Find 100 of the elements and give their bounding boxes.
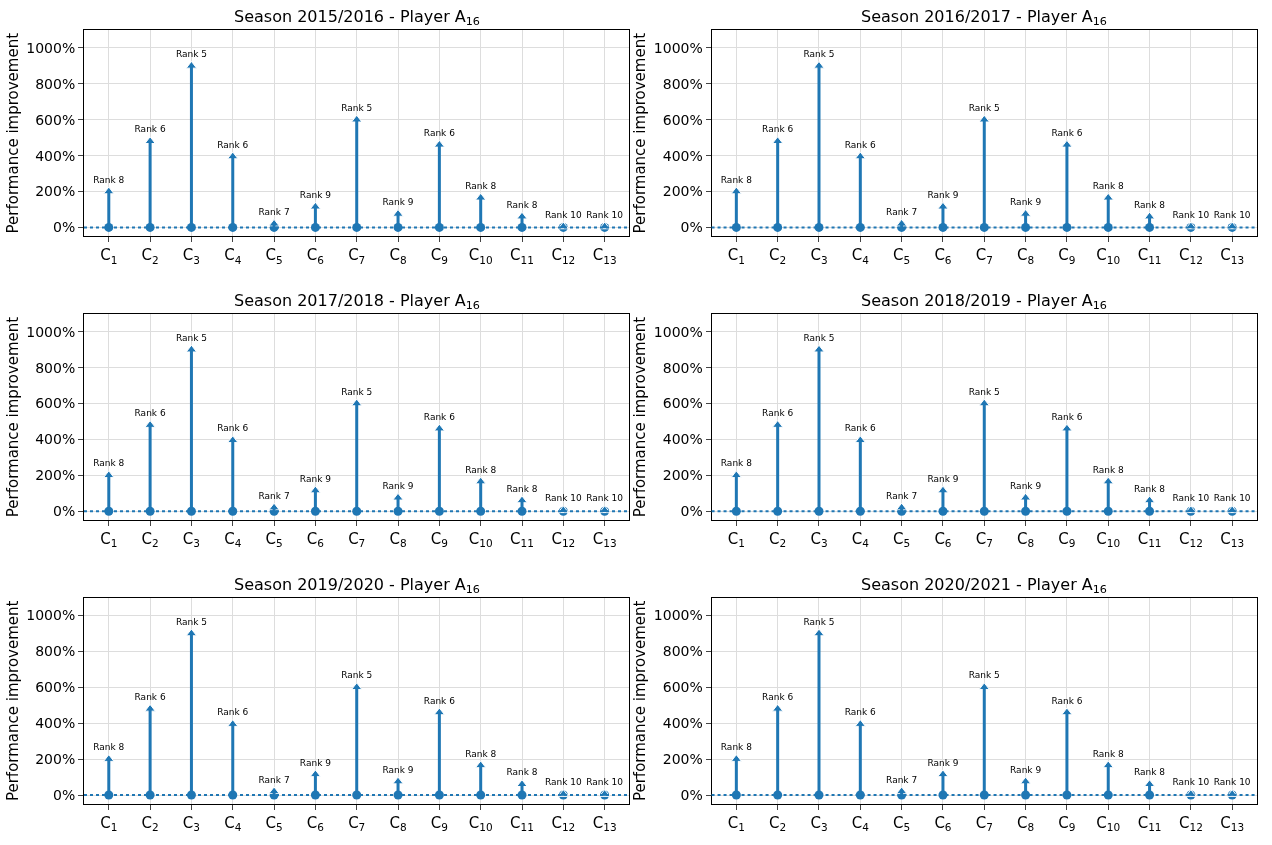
data-label: Rank 10 (1172, 777, 1210, 788)
y-tick-label: 400% (35, 147, 76, 164)
x-tick-label: C$_{10}$ (1096, 814, 1121, 834)
x-tick-label: C$_{3}$ (182, 814, 201, 834)
x-tick-label: C$_{1}$ (727, 246, 745, 266)
data-label: Rank 10 (544, 209, 582, 220)
data-label: Rank 6 (762, 692, 794, 703)
x-tick-label: C$_{4}$ (851, 814, 870, 834)
data-label: Rank 10 (586, 209, 624, 220)
chart-title: Season 2019/2020 - Player A$_{16}$ (234, 575, 480, 597)
y-axis-title: Performance improvement (631, 316, 650, 518)
x-tick-label: C$_{12}$ (551, 246, 576, 266)
data-label: Rank 5 (968, 386, 1000, 397)
x-tick-label: C$_{7}$ (348, 814, 366, 834)
data-label: Rank 9 (299, 757, 332, 768)
y-tick-label: 600% (662, 111, 703, 128)
data-label: Rank 5 (175, 49, 207, 60)
data-label: Rank 10 (586, 493, 624, 504)
x-tick-label: C$_{4}$ (224, 530, 242, 550)
data-label: Rank 6 (1051, 128, 1083, 138)
data-label: Rank 6 (1051, 411, 1083, 422)
y-tick-label: 0% (680, 503, 703, 520)
x-tick-label: C$_{9}$ (1058, 530, 1076, 550)
x-tick-label: C$_{5}$ (265, 246, 283, 266)
x-tick-label: C$_{9}$ (430, 246, 448, 266)
x-tick-label: C$_{1}$ (100, 814, 118, 834)
x-tick-label: C$_{11}$ (510, 246, 534, 266)
x-tick-label: C$_{10}$ (1096, 246, 1121, 266)
x-tick-label: C$_{2}$ (769, 530, 787, 550)
y-axis-title: Performance improvement (3, 316, 22, 518)
x-tick-label: C$_{13}$ (1220, 530, 1245, 550)
x-tick-label: C$_{8}$ (389, 246, 407, 266)
y-axis-title: Performance improvement (3, 600, 22, 802)
x-tick-label: C$_{5}$ (893, 814, 911, 834)
data-label: Rank 10 (1172, 209, 1210, 220)
y-tick-label: 600% (35, 679, 76, 696)
x-tick-label: C$_{9}$ (1058, 246, 1076, 266)
data-label: Rank 8 (93, 174, 125, 185)
x-tick-label: C$_{12}$ (1178, 246, 1203, 266)
data-label: Rank 6 (134, 408, 166, 419)
data-label: Rank 6 (423, 411, 456, 422)
data-label: Rank 8 (1092, 748, 1125, 759)
x-tick-label: C$_{1}$ (727, 814, 745, 834)
x-tick-label: C$_{1}$ (727, 530, 745, 550)
x-tick-label: C$_{3}$ (182, 246, 201, 266)
x-tick-label: C$_{3}$ (182, 530, 201, 550)
data-label: Rank 9 (927, 757, 959, 768)
y-tick-label: 400% (35, 431, 76, 448)
x-tick-label: C$_{6}$ (934, 530, 952, 550)
data-label: Rank 9 (927, 473, 959, 484)
x-tick-label: C$_{11}$ (1137, 246, 1162, 266)
data-label: Rank 6 (217, 707, 249, 718)
y-tick-label: 1000% (653, 39, 703, 56)
y-tick-label: 400% (662, 431, 703, 448)
x-tick-label: C$_{10}$ (468, 814, 493, 834)
y-tick-label: 0% (52, 786, 76, 803)
x-tick-label: C$_{9}$ (430, 814, 448, 834)
data-label: Rank 7 (258, 774, 290, 785)
data-label: Rank 9 (382, 764, 414, 775)
data-label: Rank 9 (1010, 480, 1042, 491)
data-label: Rank 7 (258, 490, 290, 501)
x-tick-label: C$_{7}$ (348, 530, 366, 550)
x-tick-label: C$_{12}$ (1178, 530, 1203, 550)
y-axis-title: Performance improvement (3, 32, 22, 234)
y-tick-label: 0% (680, 219, 703, 236)
y-tick-label: 800% (35, 643, 76, 660)
x-tick-label: C$_{9}$ (1058, 814, 1076, 834)
x-tick-label: C$_{8}$ (389, 814, 407, 834)
chart-title: Season 2015/2016 - Player A$_{16}$ (234, 7, 480, 29)
data-label: Rank 8 (506, 199, 538, 210)
data-label: Rank 5 (175, 332, 207, 343)
x-tick-label: C$_{3}$ (810, 530, 828, 550)
y-tick-label: 200% (35, 467, 76, 484)
data-label: Rank 8 (465, 748, 497, 759)
data-label: Rank 9 (299, 473, 332, 484)
data-label: Rank 8 (1092, 180, 1125, 191)
x-tick-label: C$_{10}$ (468, 246, 493, 266)
x-tick-label: C$_{8}$ (1017, 814, 1035, 834)
y-tick-label: 0% (680, 786, 703, 803)
chart-title: Season 2017/2018 - Player A$_{16}$ (234, 291, 480, 313)
data-label: Rank 9 (1010, 764, 1042, 775)
y-tick-label: 1000% (653, 323, 703, 340)
x-tick-label: C$_{13}$ (1220, 814, 1245, 834)
x-tick-label: C$_{12}$ (551, 530, 576, 550)
y-tick-label: 600% (662, 679, 703, 696)
x-tick-label: C$_{8}$ (1017, 246, 1035, 266)
data-label: Rank 10 (1213, 209, 1251, 220)
x-tick-label: C$_{10}$ (468, 530, 493, 550)
x-tick-label: C$_{1}$ (100, 530, 118, 550)
x-tick-label: C$_{10}$ (1096, 530, 1121, 550)
data-label: Rank 5 (968, 102, 1000, 113)
data-label: Rank 8 (465, 464, 497, 475)
y-tick-label: 1000% (26, 39, 76, 56)
x-tick-label: C$_{2}$ (141, 246, 159, 266)
x-tick-label: C$_{1}$ (100, 246, 118, 266)
data-label: Rank 5 (341, 102, 373, 113)
chart-title: Season 2018/2019 - Player A$_{16}$ (861, 291, 1107, 313)
x-tick-label: C$_{7}$ (348, 246, 366, 266)
x-tick-label: C$_{8}$ (389, 530, 407, 550)
chart-title: Season 2020/2021 - Player A$_{16}$ (861, 575, 1107, 597)
